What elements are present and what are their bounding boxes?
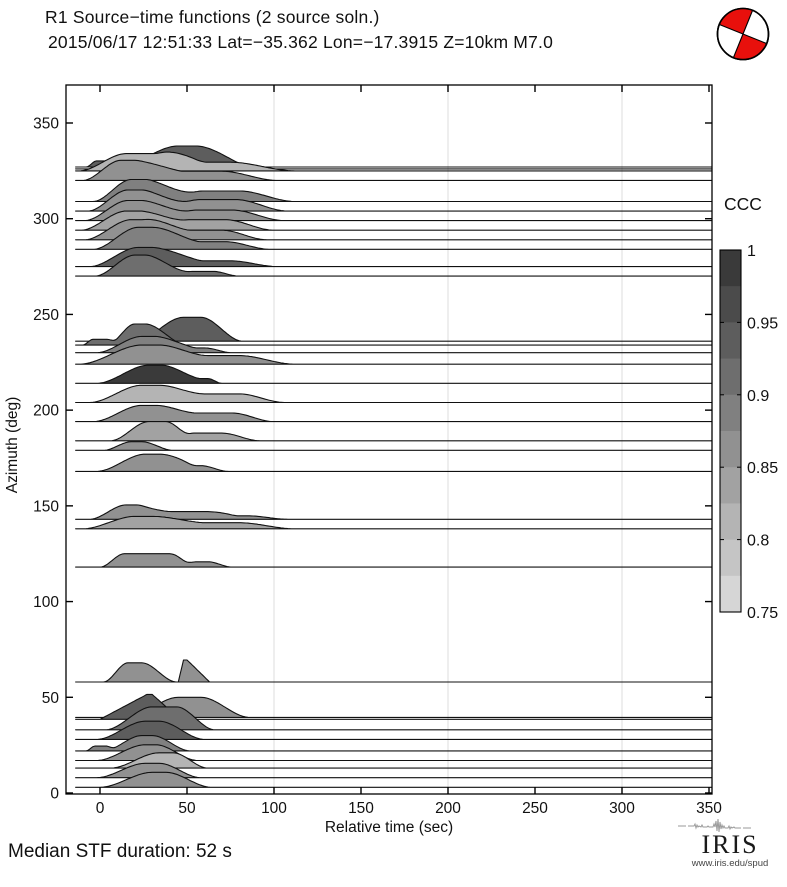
- y-axis-label: Azimuth (deg): [4, 396, 21, 494]
- stf-trace: [75, 771, 712, 788]
- focal-mechanism-beachball-icon: [716, 7, 770, 61]
- y-tick-label: 250: [33, 307, 59, 324]
- stf-trace: [75, 553, 712, 568]
- stf-trace: [75, 151, 712, 172]
- stf-trace: [75, 404, 712, 423]
- stf-trace: [75, 384, 712, 404]
- y-tick-label: 300: [33, 211, 59, 228]
- colorbar-segment: [720, 575, 741, 613]
- colorbar-segment: [720, 467, 741, 504]
- seismogram-squiggle-icon: [678, 818, 751, 833]
- stf-trace: [75, 441, 712, 451]
- stf-trace: [75, 364, 712, 384]
- y-tick-label: 0: [50, 786, 59, 803]
- colorbar-border: [719, 249, 742, 613]
- stf-trace: [75, 504, 712, 520]
- x-axis-label: Relative time (sec): [324, 819, 454, 836]
- stf-trace: [75, 316, 712, 342]
- colorbar-tick-label: 0.85: [747, 460, 778, 477]
- beachball-quadrants: [719, 8, 767, 60]
- page-title: R1 Source−time functions (2 source soln.…: [45, 7, 380, 27]
- stf-trace: [75, 659, 712, 683]
- stf-trace: [75, 178, 712, 203]
- stf-trace: [75, 421, 712, 442]
- y-tick-label: 50: [42, 690, 60, 707]
- y-tick-label: 200: [33, 403, 59, 420]
- y-tick-label: 150: [33, 498, 59, 515]
- x-tick-label: 250: [522, 800, 548, 817]
- x-tick-label: 350: [696, 800, 722, 817]
- stf-trace: [75, 453, 712, 472]
- x-tick-label: 100: [261, 800, 287, 817]
- stf-trace: [75, 226, 712, 250]
- colorbar-segment: [720, 431, 741, 468]
- colorbar-segment: [720, 286, 741, 323]
- event-subtitle: 2015/06/17 12:51:33 Lat=−35.362 Lon=−17.…: [48, 32, 554, 52]
- median-stf-duration-note: Median STF duration: 52 s: [8, 841, 232, 862]
- stf-trace: [75, 344, 712, 365]
- iris-logo: IRIS www.iris.edu/spud: [676, 818, 784, 869]
- colorbar-segment: [720, 322, 741, 360]
- stf-trace: [75, 515, 712, 530]
- colorbar-tick-label: 0.9: [747, 388, 769, 405]
- colorbar-segment: [720, 539, 741, 577]
- plot-frame: [65, 84, 713, 795]
- y-tick-label: 100: [33, 594, 59, 611]
- stf-trace: [75, 189, 712, 212]
- ccc-colorbar: 1 0.95 0.9 0.85 0.8 0.75: [719, 243, 778, 622]
- colorbar-title: CCC: [724, 194, 762, 214]
- stf-trace: [75, 210, 712, 231]
- stf-trace: [75, 218, 712, 241]
- colorbar-tick-label: 0.95: [747, 315, 778, 332]
- iris-url: www.iris.edu/spud: [691, 858, 769, 869]
- colorbar-segment: [720, 503, 741, 541]
- x-tick-label: 0: [96, 800, 105, 817]
- stf-traces: [75, 145, 712, 788]
- x-tick-label: 150: [348, 800, 374, 817]
- x-tick-label: 300: [609, 800, 635, 817]
- colorbar-segment: [720, 358, 741, 396]
- colorbar-segment: [720, 250, 741, 287]
- stf-trace: [75, 199, 712, 222]
- colorbar-tick-label: 0.8: [747, 533, 769, 550]
- x-tick-label: 200: [435, 800, 461, 817]
- stf-trace: [75, 159, 712, 181]
- colorbar-segment: [720, 394, 741, 432]
- y-tick-label: 350: [33, 115, 59, 132]
- iris-wordmark: IRIS: [701, 830, 759, 859]
- stf-trace: [75, 254, 712, 277]
- colorbar-tick-label: 1: [747, 243, 756, 260]
- stf-trace: [75, 246, 712, 268]
- x-tick-label: 50: [178, 800, 196, 817]
- colorbar-tick-label: 0.75: [747, 605, 778, 622]
